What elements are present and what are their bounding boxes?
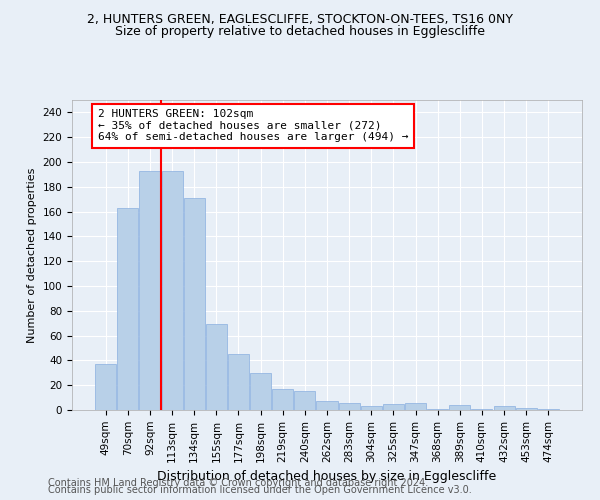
Bar (383, 404, 404, 410)
Bar (538, 409, 559, 410)
Bar (316, 402, 338, 410)
Bar (295, 392, 316, 410)
Bar (206, 324, 227, 410)
Bar (515, 408, 536, 410)
Bar (361, 406, 382, 410)
Text: Contains HM Land Registry data © Crown copyright and database right 2024.: Contains HM Land Registry data © Crown c… (48, 478, 428, 488)
Bar (250, 373, 271, 410)
Bar (338, 402, 359, 410)
Bar (272, 389, 293, 410)
Text: 2, HUNTERS GREEN, EAGLESCLIFFE, STOCKTON-ON-TEES, TS16 0NY: 2, HUNTERS GREEN, EAGLESCLIFFE, STOCKTON… (87, 12, 513, 26)
Bar (472, 409, 493, 410)
Bar (184, 198, 205, 410)
Bar (405, 402, 426, 410)
X-axis label: Distribution of detached houses by size in Egglescliffe: Distribution of detached houses by size … (157, 470, 497, 483)
Bar (139, 170, 160, 410)
Bar (95, 364, 116, 410)
Y-axis label: Number of detached properties: Number of detached properties (27, 168, 37, 342)
Bar (161, 170, 182, 410)
Bar (449, 405, 470, 410)
Bar (228, 354, 249, 410)
Bar (427, 409, 448, 410)
Bar (494, 406, 515, 410)
Text: Size of property relative to detached houses in Egglescliffe: Size of property relative to detached ho… (115, 25, 485, 38)
Text: Contains public sector information licensed under the Open Government Licence v3: Contains public sector information licen… (48, 485, 472, 495)
Bar (118, 208, 139, 410)
Text: 2 HUNTERS GREEN: 102sqm
← 35% of detached houses are smaller (272)
64% of semi-d: 2 HUNTERS GREEN: 102sqm ← 35% of detache… (97, 110, 408, 142)
